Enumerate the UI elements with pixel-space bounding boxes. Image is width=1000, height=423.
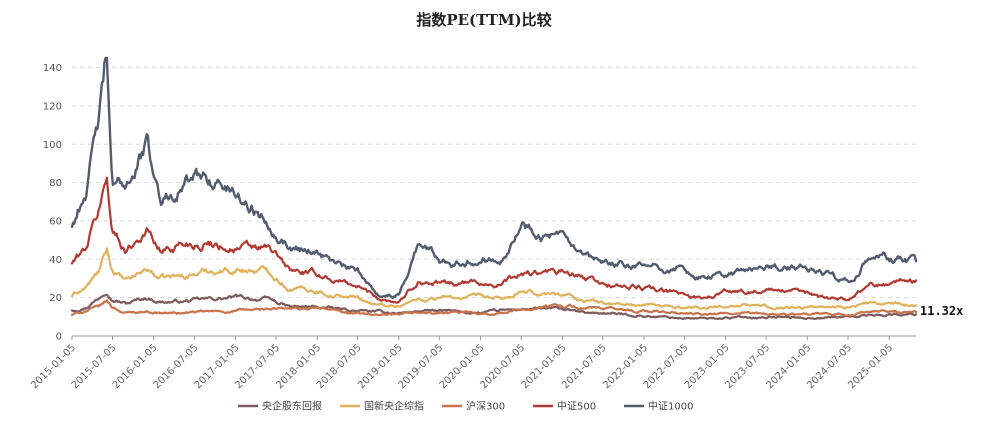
series-line-0 xyxy=(70,293,918,321)
y-tick-label: 40 xyxy=(49,255,62,266)
legend-label: 央企股东回报 xyxy=(262,400,322,413)
legend: 央企股东回报 国新央企综指 沪深300 中证500 中证1000 xyxy=(238,400,693,413)
series-line-2 xyxy=(70,299,918,317)
chart-title: 指数PE(TTM)比较 xyxy=(416,11,551,29)
end-value-annotation: 11.32x xyxy=(920,304,963,318)
legend-label: 中证500 xyxy=(557,400,596,413)
y-tick-label: 80 xyxy=(49,178,62,189)
series-line-3 xyxy=(70,176,918,304)
y-tick-label: 0 xyxy=(56,332,62,343)
series-line-4 xyxy=(70,56,918,300)
y-tick-label: 100 xyxy=(43,140,62,151)
legend-label: 国新央企综指 xyxy=(364,400,424,413)
gridlines xyxy=(72,67,916,299)
y-tick-label: 120 xyxy=(43,101,62,112)
series-line-1 xyxy=(70,247,918,311)
legend-label: 中证1000 xyxy=(648,400,693,413)
y-tick-label: 60 xyxy=(49,216,62,227)
x-tick-label: 2025-01-05 xyxy=(846,342,895,391)
x-tick-labels: 2015-01-052015-07-052016-01-052016-07-05… xyxy=(29,336,895,391)
legend-label: 沪深300 xyxy=(466,400,505,413)
y-tick-labels: 0 20 40 60 80 100 120 140 xyxy=(43,63,62,342)
series-lines xyxy=(70,56,918,321)
y-tick-label: 140 xyxy=(43,63,62,74)
y-tick-label: 20 xyxy=(49,293,62,304)
